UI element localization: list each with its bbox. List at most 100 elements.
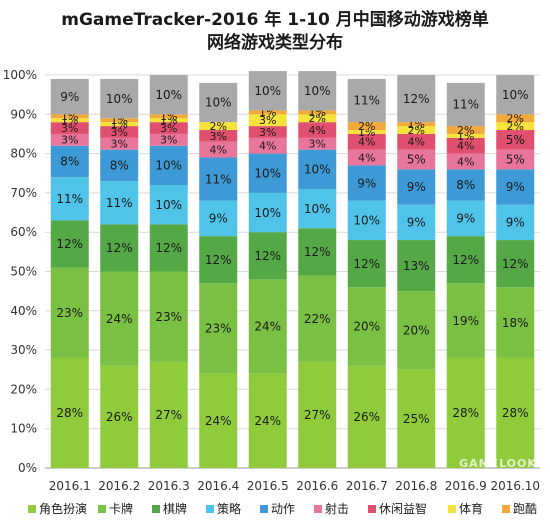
data-label: 9% [506, 180, 525, 194]
data-label: 11% [353, 94, 380, 108]
data-label: 20% [403, 324, 430, 338]
data-label: 10% [254, 166, 281, 180]
chart-title-line-2: 网络游戏类型分布 [207, 33, 343, 53]
legend-label: 跑酷 [513, 502, 537, 516]
data-label: 2% [358, 120, 375, 133]
bar-segment [199, 200, 238, 237]
data-label: 12% [254, 249, 281, 263]
bar-segment [100, 126, 139, 138]
data-label: 2% [507, 120, 524, 133]
x-tick-label: 2016.2 [98, 479, 140, 493]
bar-segment [199, 373, 238, 468]
x-tick-label: 2016.1 [49, 479, 91, 493]
bar-segment [347, 122, 386, 131]
data-label: 9% [506, 216, 525, 230]
data-label: 12% [56, 237, 83, 251]
y-tick-label: 0% [18, 461, 37, 475]
bar-segment [347, 287, 386, 366]
bar-segment [100, 224, 139, 272]
bar-segment [496, 357, 535, 468]
legend-swatch [314, 505, 322, 513]
bar-segment [100, 271, 139, 366]
data-label: 10% [155, 88, 182, 102]
bar-segment [149, 75, 188, 115]
data-label: 10% [254, 84, 281, 98]
data-label: 3% [210, 130, 227, 143]
data-label: 28% [502, 406, 529, 420]
bar-segment [298, 137, 337, 150]
data-label: 11% [452, 98, 479, 112]
data-label: 12% [106, 241, 133, 255]
data-label: 9% [60, 90, 79, 104]
bar-segment [298, 188, 337, 229]
bar-segment [50, 122, 89, 134]
bar-segment [298, 114, 337, 123]
bar-segment [298, 228, 337, 276]
data-label: 8% [110, 159, 129, 173]
bar-segment [199, 236, 238, 284]
data-label: 2% [309, 112, 326, 125]
data-label: 12% [452, 253, 479, 267]
legend-swatch [502, 505, 510, 513]
legend-swatch [98, 505, 106, 513]
y-tick-label: 80% [10, 147, 37, 161]
data-label: 22% [304, 312, 331, 326]
x-tick-label: 2016.6 [296, 479, 338, 493]
bar-segment [149, 271, 188, 362]
data-label: 12% [403, 92, 430, 106]
bar-segment [248, 126, 287, 138]
legend-swatch [368, 505, 376, 513]
bar-segment [199, 122, 238, 131]
data-label: 24% [106, 312, 133, 326]
legend-label: 角色扮演 [39, 501, 87, 516]
y-tick-label: 70% [10, 186, 37, 200]
data-label: 11% [56, 192, 83, 206]
data-label: 3% [259, 114, 276, 127]
legend-label: 体育 [459, 501, 483, 516]
data-label: 23% [205, 322, 232, 336]
data-label: 26% [353, 410, 380, 424]
legend-label: 卡牌 [109, 502, 133, 516]
data-label: 10% [205, 96, 232, 110]
data-label: 12% [205, 253, 232, 267]
x-tick-label: 2016.5 [247, 479, 289, 493]
data-label: 12% [502, 257, 529, 271]
y-tick-label: 90% [10, 107, 37, 121]
bar-segment [397, 291, 436, 370]
bar-segment [100, 118, 139, 123]
bar-segment [50, 118, 89, 123]
bar-segment [446, 169, 485, 201]
legend-label: 棋牌 [163, 502, 187, 516]
bar-segment [50, 78, 89, 115]
bar-segment [397, 75, 436, 123]
data-label: 25% [403, 412, 430, 426]
bar-segment [397, 133, 436, 150]
x-tick-label: 2016.3 [148, 479, 190, 493]
bar-segment [446, 82, 485, 127]
bar-segment [50, 114, 89, 119]
x-tick-label: 2016.7 [346, 479, 388, 493]
data-label: 20% [353, 320, 380, 334]
data-label: 10% [106, 92, 133, 106]
data-label: 10% [304, 84, 331, 98]
bar-segment [347, 130, 386, 134]
bar-segment [446, 236, 485, 284]
bar-segment [496, 169, 535, 205]
data-label: 9% [357, 176, 376, 190]
data-label: 8% [456, 178, 475, 192]
data-label: 12% [155, 241, 182, 255]
bar-segment [347, 149, 386, 166]
bar-segment [446, 200, 485, 237]
bar-segment [149, 114, 188, 119]
data-label: 23% [56, 306, 83, 320]
bar-segment [397, 126, 436, 134]
data-label: 24% [254, 414, 281, 428]
bar-segment [50, 267, 89, 358]
bar-segment [347, 78, 386, 123]
bar-segment [248, 71, 287, 111]
y-tick-label: 40% [10, 304, 37, 318]
legend-swatch [260, 505, 268, 513]
bar-segment [298, 71, 337, 111]
